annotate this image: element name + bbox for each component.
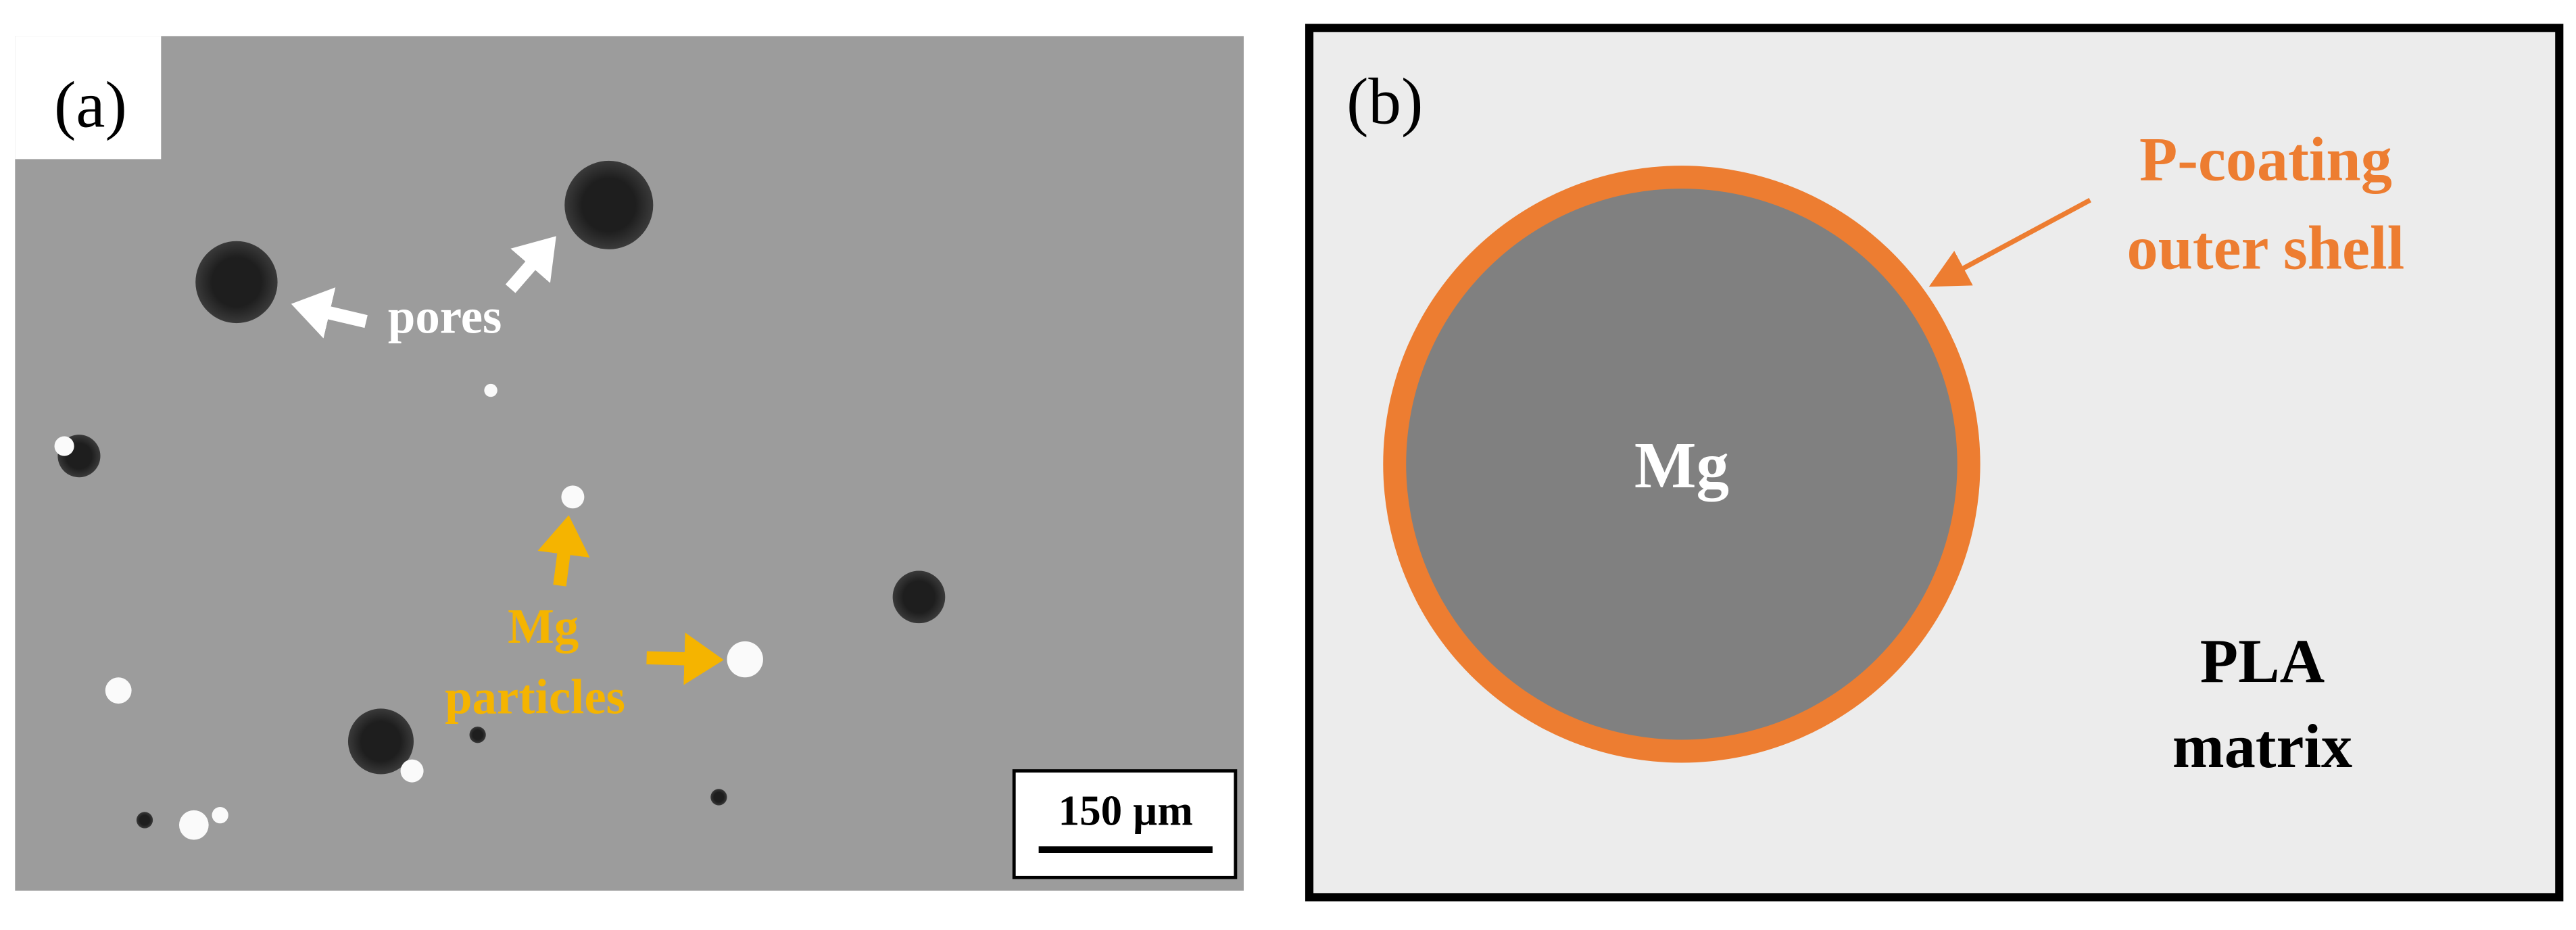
arrow <box>646 632 724 685</box>
pores <box>57 160 946 829</box>
arrow <box>291 287 368 339</box>
panel-a: (a) pores Mg particles 150 µm <box>15 36 1244 891</box>
panel-label: (a) <box>54 68 127 141</box>
arrow <box>537 515 590 587</box>
scale-box <box>1012 769 1238 879</box>
shell-label: outer shell <box>2127 213 2405 282</box>
arrow <box>1928 197 2091 287</box>
shell-label: P-coating <box>2139 124 2392 193</box>
matrix-label: matrix <box>2172 712 2352 781</box>
annotation: Mg <box>508 599 579 654</box>
micrograph <box>15 36 1244 891</box>
scale-label: 150 µm <box>1059 787 1193 835</box>
panel-label: (b) <box>1346 64 1423 137</box>
core-label: Mg <box>1634 429 1729 501</box>
panel-b: (b) Mg P-coating outer shell PLA matrix <box>1305 24 2564 902</box>
arrow <box>505 236 556 293</box>
particles <box>54 383 763 840</box>
matrix-label: PLA <box>2200 627 2325 695</box>
annotation: particles <box>445 669 625 724</box>
annotation: pores <box>388 289 502 343</box>
label-box <box>15 36 162 160</box>
core <box>1406 189 1958 740</box>
